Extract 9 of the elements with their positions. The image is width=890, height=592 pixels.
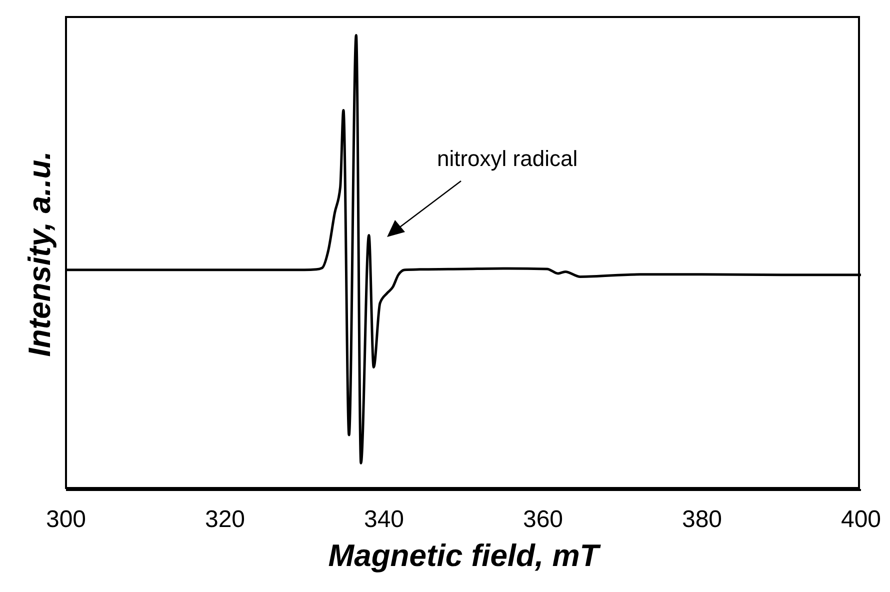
x-tick-label: 340: [364, 506, 404, 534]
x-tick-label: 380: [682, 506, 722, 534]
x-tick-label: 360: [522, 506, 564, 534]
x-axis-title: Magnetic field, mT: [328, 538, 599, 574]
annotation: nitroxyl radical: [437, 146, 578, 172]
x-tick-label: 300: [46, 506, 86, 534]
x-tick-label: 400: [840, 506, 882, 534]
x-tick-label: 320: [204, 506, 246, 534]
y-axis-title: Intensity, a..u.: [22, 150, 58, 356]
